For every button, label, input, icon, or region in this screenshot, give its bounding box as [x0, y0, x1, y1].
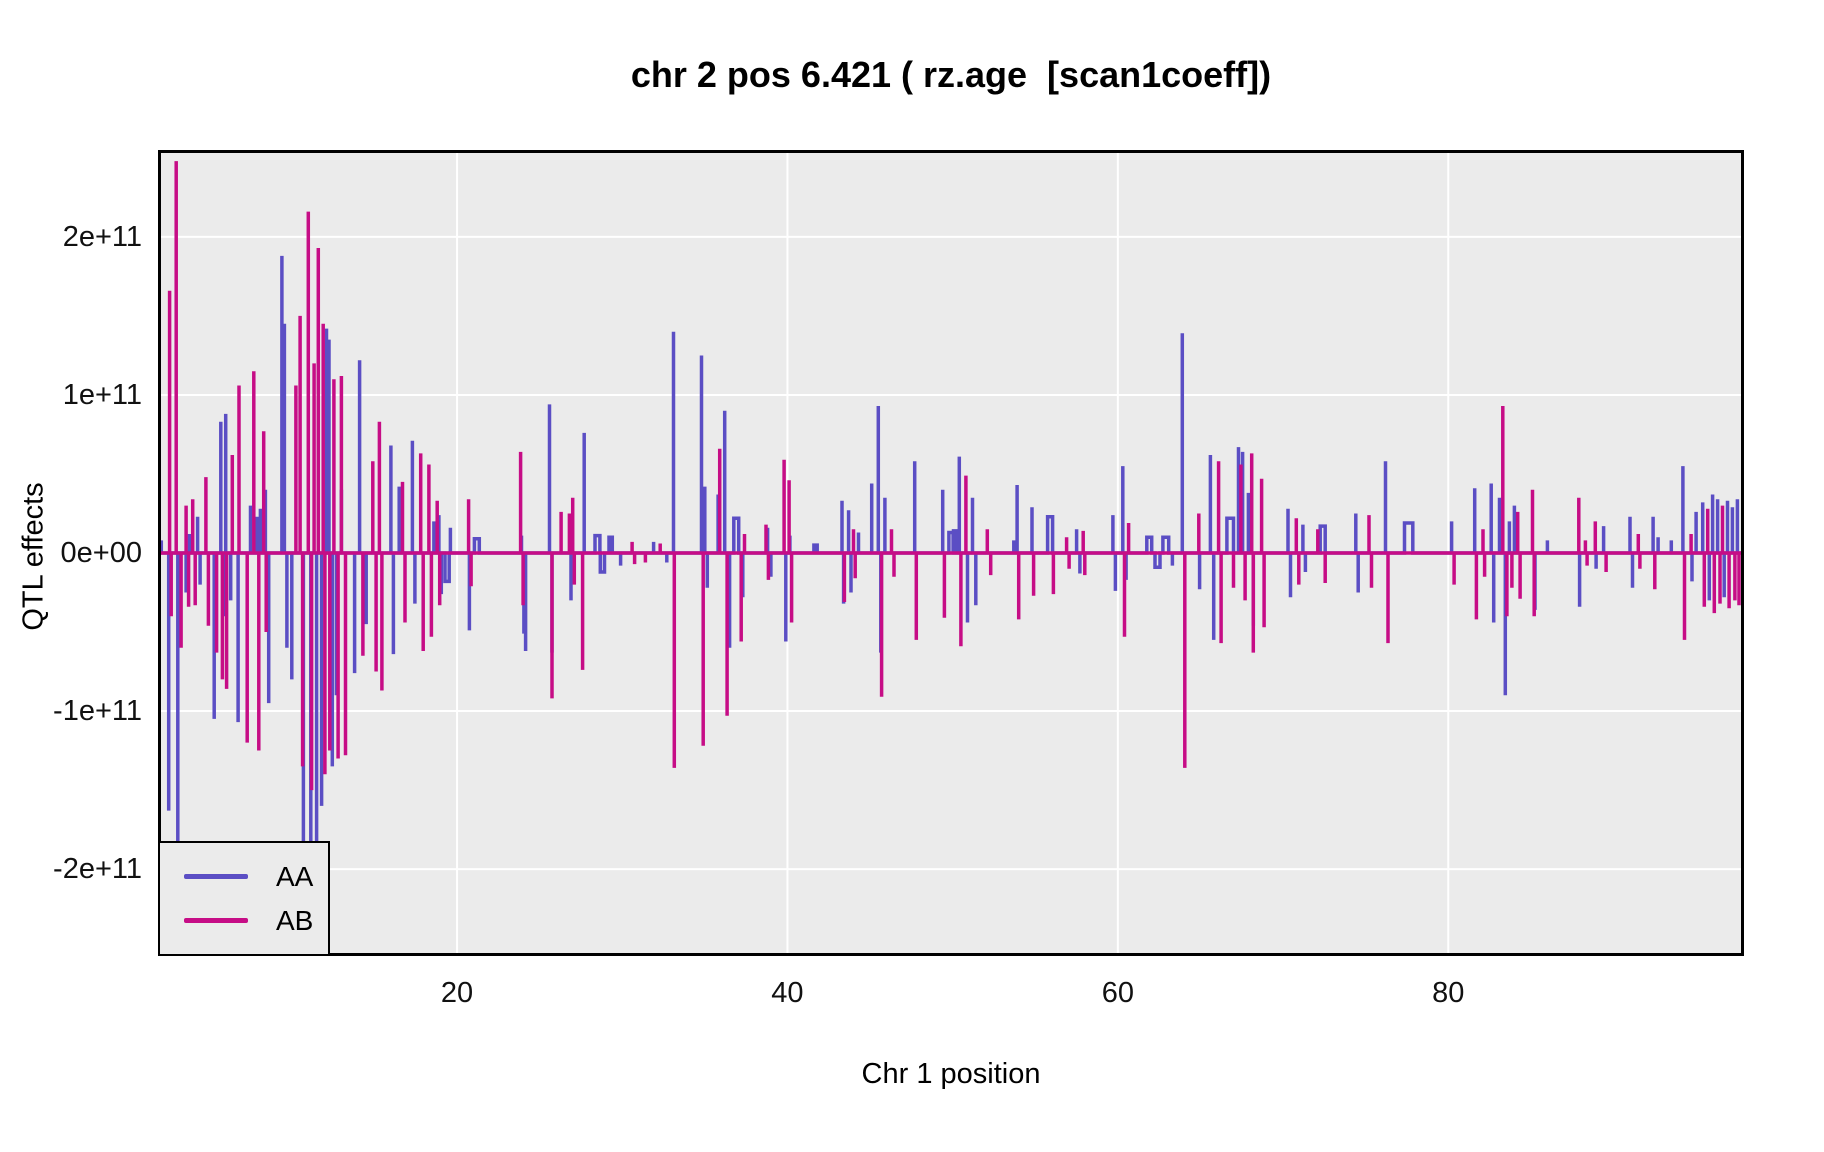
ab-line-swatch-icon — [184, 918, 248, 923]
y-tick-label: 1e+11 — [62, 378, 142, 411]
chart-title: chr 2 pos 6.421 ( rz.age [scan1coeff]) — [630, 54, 1272, 95]
panel-border — [158, 150, 1744, 956]
legend-label-aa: AA — [276, 860, 314, 892]
y-tick-label: -1e+11 — [53, 695, 142, 728]
x-tick-label: 40 — [771, 977, 804, 1009]
series-line-ab — [158, 161, 1744, 791]
x-tick-label: 20 — [440, 977, 474, 1009]
x-axis-label: Chr 1 position — [861, 1058, 1041, 1090]
aa-line-swatch-icon — [184, 874, 248, 879]
plot-panel — [158, 150, 1744, 956]
y-tick-label: 2e+11 — [62, 220, 142, 253]
x-tick-label: 80 — [1432, 977, 1465, 1009]
y-tick-label: 0e+00 — [60, 537, 142, 569]
legend-label-ab: AB — [276, 904, 314, 936]
legend-entry-ab: AB — [184, 905, 328, 937]
legend: AA AB — [158, 841, 330, 956]
legend-entry-aa: AA — [184, 861, 328, 893]
y-tick-label: -2e+11 — [53, 853, 142, 886]
x-tick-label: 60 — [1101, 977, 1134, 1009]
